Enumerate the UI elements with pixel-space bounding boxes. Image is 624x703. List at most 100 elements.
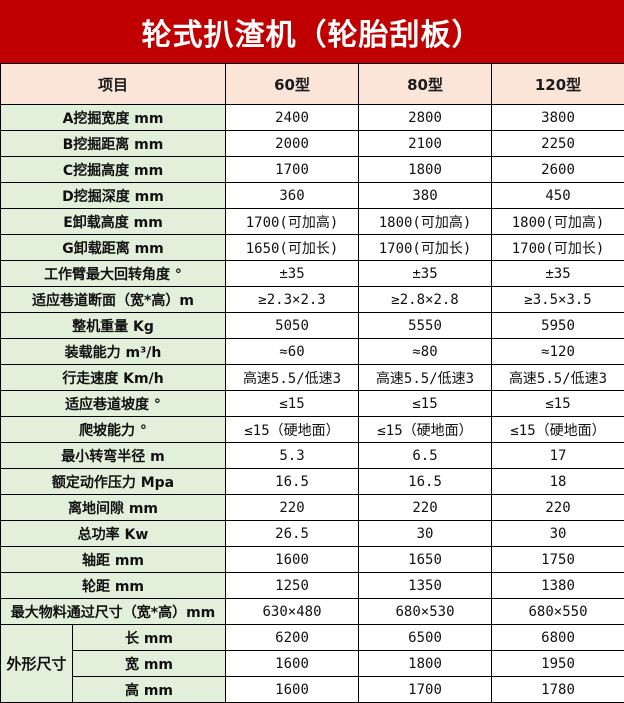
cell-value: 1950 (492, 651, 624, 677)
cell-value: 6500 (359, 625, 492, 651)
cell-value: 1700(可加高) (226, 209, 359, 235)
row-label: 离地间隙 mm (1, 495, 226, 521)
cell-value: 1780 (492, 677, 624, 703)
cell-value: 6800 (492, 625, 624, 651)
header-row: 项目 60型 80型 120型 (1, 64, 624, 105)
cell-value: ≤15 (359, 391, 492, 417)
cell-value: 30 (359, 521, 492, 547)
cell-value: 2000 (226, 131, 359, 157)
cell-value: ±35 (492, 261, 624, 287)
cell-value: 1800(可加高) (359, 209, 492, 235)
cell-value: 680×550 (492, 599, 624, 625)
col-header-model-80: 80型 (359, 64, 492, 105)
cell-value: 5950 (492, 313, 624, 339)
cell-value: 30 (492, 521, 624, 547)
cell-value: 6.5 (359, 443, 492, 469)
cell-value: 360 (226, 183, 359, 209)
cell-value: ±35 (226, 261, 359, 287)
cell-value: ≤15 (492, 391, 624, 417)
cell-value: 1700 (359, 677, 492, 703)
row-label: 最小转弯半径 m (1, 443, 226, 469)
col-header-model-120: 120型 (492, 64, 624, 105)
cell-value: 2600 (492, 157, 624, 183)
cell-value: 26.5 (226, 521, 359, 547)
cell-value: 1350 (359, 573, 492, 599)
row-label: 行走速度 Km/h (1, 365, 226, 391)
row-label: 整机重量 Kg (1, 313, 226, 339)
cell-value: 450 (492, 183, 624, 209)
cell-value: 16.5 (226, 469, 359, 495)
cell-value: ≥3.5×3.5 (492, 287, 624, 313)
row-label: 轮距 mm (1, 573, 226, 599)
cell-value: 1800 (359, 651, 492, 677)
table-row: 装载能力 m³/h≈60≈80≈120 (1, 339, 624, 365)
group-label: 外形尺寸 (1, 625, 73, 703)
row-label: B挖掘距离 mm (1, 131, 226, 157)
cell-value: 2100 (359, 131, 492, 157)
cell-value: 2250 (492, 131, 624, 157)
cell-value: 5.3 (226, 443, 359, 469)
cell-value: 1750 (492, 547, 624, 573)
row-label: A挖掘宽度 mm (1, 105, 226, 131)
cell-value: 680×530 (359, 599, 492, 625)
cell-value: 17 (492, 443, 624, 469)
cell-value: 1800 (359, 157, 492, 183)
table-row: 工作臂最大回转角度 °±35±35±35 (1, 261, 624, 287)
cell-value: 1380 (492, 573, 624, 599)
col-header-model-60: 60型 (226, 64, 359, 105)
row-label: 适应巷道断面（宽*高）m (1, 287, 226, 313)
row-sublabel: 高 mm (73, 677, 226, 703)
row-sublabel: 长 mm (73, 625, 226, 651)
cell-value: 1800(可加高) (492, 209, 624, 235)
cell-value: 1700(可加长) (359, 235, 492, 261)
cell-value: 1250 (226, 573, 359, 599)
col-header-project: 项目 (1, 64, 226, 105)
cell-value: ≤15（硬地面） (226, 417, 359, 443)
cell-value: 1600 (226, 651, 359, 677)
cell-value: 高速5.5/低速3 (359, 365, 492, 391)
row-label: 装载能力 m³/h (1, 339, 226, 365)
cell-value: 380 (359, 183, 492, 209)
row-label: 工作臂最大回转角度 ° (1, 261, 226, 287)
cell-value: 220 (359, 495, 492, 521)
row-label: 最大物料通过尺寸（宽*高）mm (1, 599, 226, 625)
cell-value: 1650 (359, 547, 492, 573)
cell-value: 16.5 (359, 469, 492, 495)
cell-value: ≈80 (359, 339, 492, 365)
cell-value: 220 (492, 495, 624, 521)
cell-value: 高速5.5/低速3 (492, 365, 624, 391)
cell-value: ≈120 (492, 339, 624, 365)
cell-value: ≤15（硬地面） (492, 417, 624, 443)
row-label: E卸载高度 mm (1, 209, 226, 235)
row-label: G卸载距离 mm (1, 235, 226, 261)
cell-value: 2800 (359, 105, 492, 131)
cell-value: 6200 (226, 625, 359, 651)
cell-value: 5550 (359, 313, 492, 339)
row-label: 总功率 Kw (1, 521, 226, 547)
row-label: C挖掘高度 mm (1, 157, 226, 183)
cell-value: 1600 (226, 547, 359, 573)
row-label: 轴距 mm (1, 547, 226, 573)
cell-value: 1700(可加长) (492, 235, 624, 261)
cell-value: 630×480 (226, 599, 359, 625)
cell-value: ≥2.3×2.3 (226, 287, 359, 313)
table-row: 适应巷道坡度 °≤15≤15≤15 (1, 391, 624, 417)
row-sublabel: 宽 mm (73, 651, 226, 677)
cell-value: 高速5.5/低速3 (226, 365, 359, 391)
table-row: 适应巷道断面（宽*高）m≥2.3×2.3≥2.8×2.8≥3.5×3.5 (1, 287, 624, 313)
